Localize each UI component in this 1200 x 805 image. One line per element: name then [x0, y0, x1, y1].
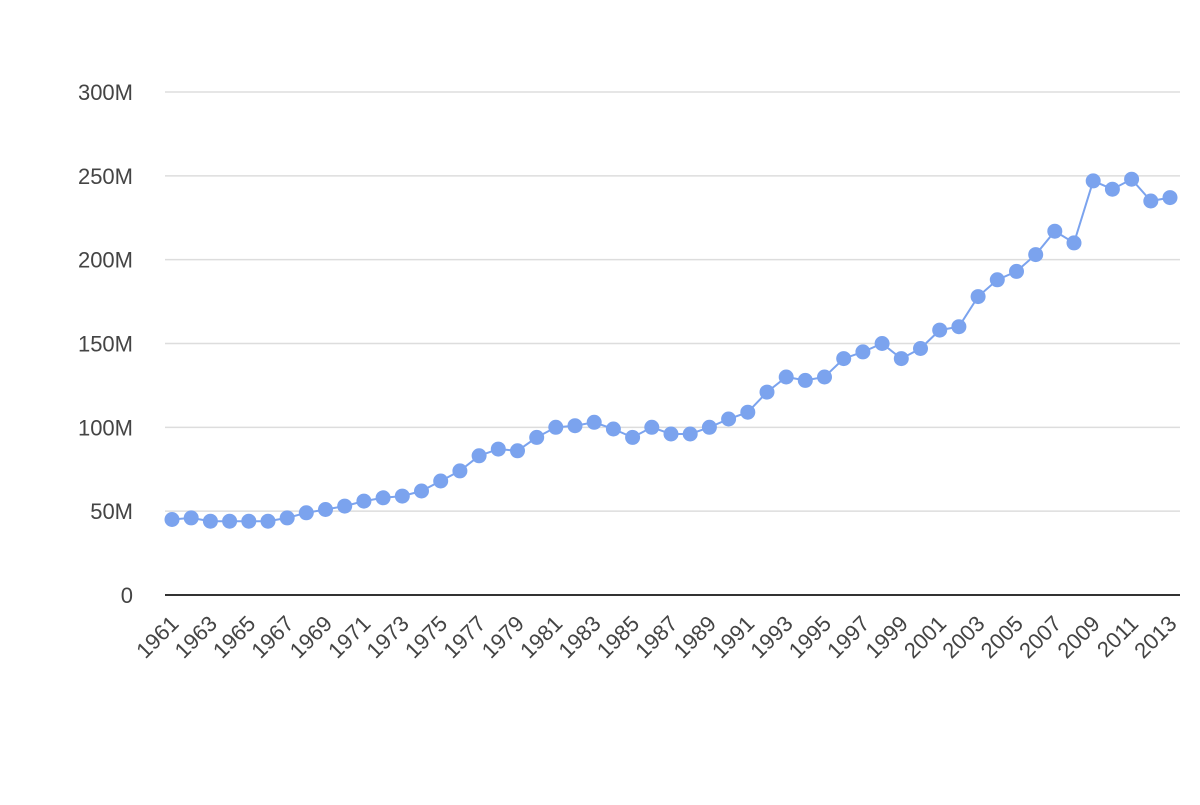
x-tick-label: 1997: [822, 611, 874, 663]
data-point-1978[interactable]: [490, 441, 506, 457]
data-point-1995[interactable]: [817, 369, 832, 385]
x-tick-label: 1995: [784, 611, 836, 663]
x-tick-label: 1967: [246, 611, 298, 663]
x-tick-label: 1961: [131, 611, 183, 663]
x-tick-label: 2003: [937, 611, 989, 663]
data-point-1988[interactable]: [682, 426, 698, 442]
x-tick-label: 2001: [899, 611, 951, 663]
x-tick-label: 2009: [1052, 611, 1104, 663]
data-point-1973[interactable]: [394, 488, 410, 504]
data-point-1962[interactable]: [183, 510, 199, 526]
data-point-1963[interactable]: [202, 513, 218, 529]
data-point-1996[interactable]: [836, 351, 852, 367]
series-line-layer: [171, 177, 1171, 523]
data-point-1987[interactable]: [663, 426, 679, 442]
x-tick-label: 2005: [976, 611, 1028, 663]
x-axis-tick-labels: 1961196319651967196919711973197519771979…: [131, 611, 1181, 663]
data-point-1972[interactable]: [375, 490, 391, 506]
data-point-1970[interactable]: [337, 498, 353, 514]
data-point-1968[interactable]: [298, 505, 314, 521]
data-point-2006[interactable]: [1028, 247, 1044, 263]
data-point-2010[interactable]: [1104, 181, 1120, 197]
y-tick-label: 300M: [78, 80, 133, 105]
data-point-2005[interactable]: [1009, 263, 1024, 279]
data-point-1975[interactable]: [433, 473, 449, 489]
x-tick-label: 1979: [477, 611, 529, 663]
data-point-2009[interactable]: [1085, 173, 1101, 189]
x-tick-label: 1993: [745, 611, 797, 663]
data-point-2000[interactable]: [913, 341, 928, 356]
data-point-1979[interactable]: [510, 443, 525, 459]
data-point-1965[interactable]: [241, 513, 257, 529]
x-tick-label: 1985: [592, 611, 644, 663]
x-tick-label: 1963: [170, 611, 222, 663]
y-tick-label: 150M: [78, 332, 133, 357]
data-point-2003[interactable]: [970, 289, 986, 305]
gridlines: [165, 91, 1180, 596]
data-point-2001[interactable]: [932, 322, 948, 338]
data-point-1967[interactable]: [279, 510, 295, 526]
series-points: [164, 171, 1178, 529]
data-point-2007[interactable]: [1047, 223, 1063, 239]
data-point-1984[interactable]: [605, 421, 621, 437]
y-tick-label: 250M: [78, 164, 133, 189]
data-point-1981[interactable]: [548, 419, 564, 435]
data-point-2013[interactable]: [1162, 190, 1178, 206]
x-tick-label: 1975: [400, 611, 452, 663]
y-axis-tick-labels: 0 50M 100M 150M 200M 250M 300M: [78, 80, 133, 608]
x-tick-label: 2013: [1129, 611, 1181, 663]
data-point-1992[interactable]: [759, 384, 775, 400]
data-point-1980[interactable]: [529, 429, 545, 445]
x-tick-label: 1969: [285, 611, 337, 663]
data-point-1986[interactable]: [644, 419, 660, 435]
data-point-2002[interactable]: [951, 319, 967, 335]
data-point-2004[interactable]: [989, 272, 1005, 288]
data-point-1977[interactable]: [471, 448, 487, 464]
y-tick-label: 50M: [90, 499, 133, 524]
x-tick-label: 2011: [1092, 611, 1143, 662]
data-point-1989[interactable]: [701, 419, 717, 435]
data-point-1966[interactable]: [260, 513, 276, 529]
x-tick-label: 1971: [323, 611, 375, 663]
x-tick-label: 1965: [208, 611, 260, 663]
x-tick-label: 1991: [707, 611, 759, 663]
data-point-1998[interactable]: [874, 336, 890, 351]
data-point-1983[interactable]: [586, 414, 602, 430]
data-point-2008[interactable]: [1066, 235, 1082, 251]
x-tick-label: 1989: [669, 611, 721, 663]
y-tick-label: 200M: [78, 248, 133, 273]
x-tick-label: 1977: [438, 611, 490, 663]
x-tick-label: 1987: [630, 611, 682, 663]
data-point-1997[interactable]: [855, 344, 871, 360]
y-tick-label: 100M: [78, 415, 133, 440]
data-point-1985[interactable]: [625, 429, 641, 445]
data-point-2012[interactable]: [1143, 193, 1159, 209]
data-point-2011[interactable]: [1124, 171, 1140, 187]
data-point-1994[interactable]: [797, 372, 813, 388]
series-line: [171, 177, 1171, 523]
data-point-1993[interactable]: [778, 369, 794, 385]
data-point-1976[interactable]: [452, 463, 468, 479]
data-point-1971[interactable]: [356, 493, 372, 509]
x-tick-label: 1999: [861, 611, 913, 663]
data-point-1961[interactable]: [164, 512, 180, 527]
x-tick-label: 2007: [1014, 611, 1066, 663]
x-tick-label: 1983: [553, 611, 605, 663]
data-point-1991[interactable]: [740, 404, 756, 420]
data-point-1999[interactable]: [893, 351, 909, 367]
y-tick-label: 0: [121, 583, 133, 608]
data-point-1990[interactable]: [721, 411, 737, 427]
data-point-1964[interactable]: [222, 513, 238, 529]
x-tick-label: 1981: [515, 611, 567, 663]
x-tick-label: 1973: [362, 611, 414, 663]
data-point-1982[interactable]: [567, 418, 583, 434]
data-point-1969[interactable]: [318, 502, 333, 517]
data-point-1974[interactable]: [414, 483, 429, 499]
